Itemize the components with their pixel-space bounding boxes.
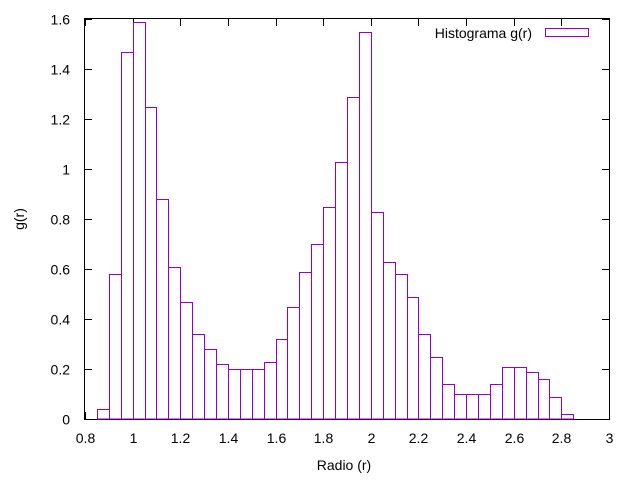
y-tick-label: 0 [62,412,70,428]
x-tick-label: 1.6 [267,430,287,446]
histogram-bar [466,394,479,420]
y-tick-label: 0.6 [51,262,71,278]
histogram-bar [383,262,396,420]
legend-swatch [545,28,589,37]
histogram-bar [454,394,467,420]
histogram-bar [561,414,574,420]
histogram-bar [407,297,419,420]
y-tick-label: 0.4 [51,312,71,328]
histogram-bar [347,97,360,420]
histogram-bar [335,162,348,420]
histogram-bar [109,274,122,420]
histogram-bar [430,357,443,420]
histogram-bar [216,364,229,420]
legend-label: Histograma g(r) [435,25,532,41]
histogram-bar [549,397,562,420]
histogram-bar [359,32,372,420]
histogram-bar [323,207,336,420]
y-tick-label: 1.4 [51,62,71,78]
histogram-bars [97,22,574,420]
histogram-bar [228,369,241,420]
histogram-bar [538,379,550,420]
histogram-bar [299,272,312,420]
y-tick-label: 1.2 [51,112,71,128]
histogram-bar [168,267,181,420]
histogram-bar [478,394,491,420]
histogram-bar [418,334,431,420]
x-tick-label: 2 [368,430,376,446]
x-tick-label: 1 [130,430,138,446]
tick-labels: 0.8 1 1.2 1.4 1.6 1.8 2 2.2 2.4 2.6 2.8 3 0 0.2 0.4 0.6… [51,12,614,447]
histogram-bar [287,307,300,420]
histogram-bar [371,212,384,420]
histogram-bar [526,372,539,420]
histogram-bar [180,302,193,420]
x-axis-title: Radio (r) [317,457,371,473]
histogram-bar [252,369,265,420]
y-tick-label: 1.6 [51,12,71,28]
x-tick-label: 2.4 [457,430,477,446]
histogram-bar [514,367,527,420]
histogram-bar [395,274,408,420]
y-tick-label: 1 [62,162,70,178]
x-tick-label: 3 [606,430,614,446]
x-tick-label: 2.8 [552,430,572,446]
histogram-bar [490,384,503,420]
histogram-bar [192,334,205,420]
histogram-bar [311,244,324,420]
x-tick-label: 2.2 [409,430,429,446]
histogram-bar [502,367,515,420]
histogram-bar [204,349,217,420]
histogram-bar [133,22,146,420]
histogram-bar [145,107,157,420]
x-tick-label: 1.8 [314,430,334,446]
x-tick-label: 2.6 [505,430,525,446]
x-tick-label: 1.4 [219,430,239,446]
y-tick-label: 0.8 [51,212,71,228]
histogram-bar [240,369,253,420]
histogram-bar [156,199,169,420]
histogram-bar [442,384,455,420]
x-tick-label: 0.8 [76,430,96,446]
histogram-bar [276,339,288,420]
x-tick-label: 1.2 [171,430,191,446]
y-tick-label: 0.2 [51,362,71,378]
y-axis-title: g(r) [11,208,27,230]
legend: Histograma g(r) [435,25,589,41]
histogram-bar [264,362,277,420]
histogram-bar [121,52,134,420]
histogram-bar [97,409,110,420]
